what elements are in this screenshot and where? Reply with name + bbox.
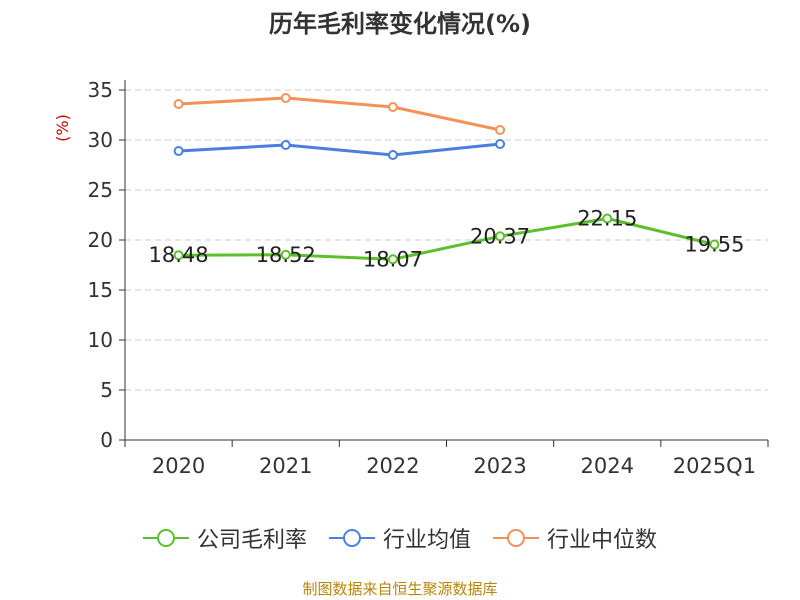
series-line-0	[178, 217, 715, 261]
x-tick-label-2020: 2020	[152, 454, 205, 478]
series-line-1	[178, 142, 501, 157]
data-label-2020: 18.48	[149, 243, 209, 267]
data-point-2-2020	[173, 99, 184, 109]
data-point-1-2023	[495, 139, 506, 149]
legend-marker-industry-median	[493, 529, 539, 547]
y-tick-label-35: 35	[88, 78, 113, 102]
x-tick-label-2024: 2024	[581, 454, 634, 478]
data-point-0-2022	[387, 254, 398, 265]
source-note: 制图数据来自恒生聚源数据库	[302, 580, 498, 598]
data-point-2-2021	[280, 93, 291, 103]
x-tick-label-2023: 2023	[473, 454, 526, 478]
y-tick-label-10: 10	[88, 328, 113, 352]
data-point-0-2020	[173, 250, 184, 261]
data-point-1-2022	[387, 150, 398, 160]
data-point-1-2021	[280, 140, 291, 150]
y-tick-label-5: 5	[100, 378, 113, 402]
data-label-2025Q1: 19.55	[684, 233, 744, 257]
data-point-2-2023	[495, 125, 506, 135]
legend: 公司毛利率 行业均值 行业中位数	[0, 522, 800, 554]
data-point-0-2021	[280, 249, 291, 260]
legend-marker-company	[142, 529, 189, 547]
legend-item-industry-mean[interactable]: 行业均值	[328, 522, 471, 554]
data-label-2024: 22.15	[577, 207, 637, 231]
data-point-0-2023	[495, 231, 506, 242]
data-label-2023: 20.37	[470, 224, 530, 248]
x-tick-label-2025Q1: 2025Q1	[673, 454, 756, 478]
data-point-1-2020	[173, 146, 184, 156]
x-tick-label-2021: 2021	[259, 454, 312, 478]
y-tick-label-0: 0	[100, 428, 113, 452]
data-label-2021: 18.52	[256, 243, 316, 267]
data-point-0-2025Q1	[709, 239, 720, 250]
data-point-2-2022	[387, 102, 398, 112]
legend-item-company[interactable]: 公司毛利率	[142, 522, 307, 554]
legend-label-industry-mean: 行业均值	[382, 528, 471, 553]
data-point-0-2024	[602, 213, 613, 224]
y-tick-label-25: 25	[88, 178, 113, 202]
legend-item-industry-median[interactable]: 行业中位数	[493, 522, 657, 554]
y-tick-label-15: 15	[88, 278, 113, 302]
y-axis-label: (%)	[53, 114, 72, 142]
x-tick-label-2022: 2022	[366, 454, 419, 478]
legend-marker-industry-mean	[328, 529, 375, 547]
data-label-2022: 18.07	[363, 247, 423, 271]
series-line-2	[178, 96, 501, 132]
y-tick-label-20: 20	[88, 228, 113, 252]
chart-title: 历年毛利率变化情况(%)	[269, 10, 531, 38]
y-tick-label-30: 30	[88, 128, 113, 152]
legend-label-industry-median: 行业中位数	[547, 528, 658, 553]
legend-label-company: 公司毛利率	[196, 528, 307, 553]
